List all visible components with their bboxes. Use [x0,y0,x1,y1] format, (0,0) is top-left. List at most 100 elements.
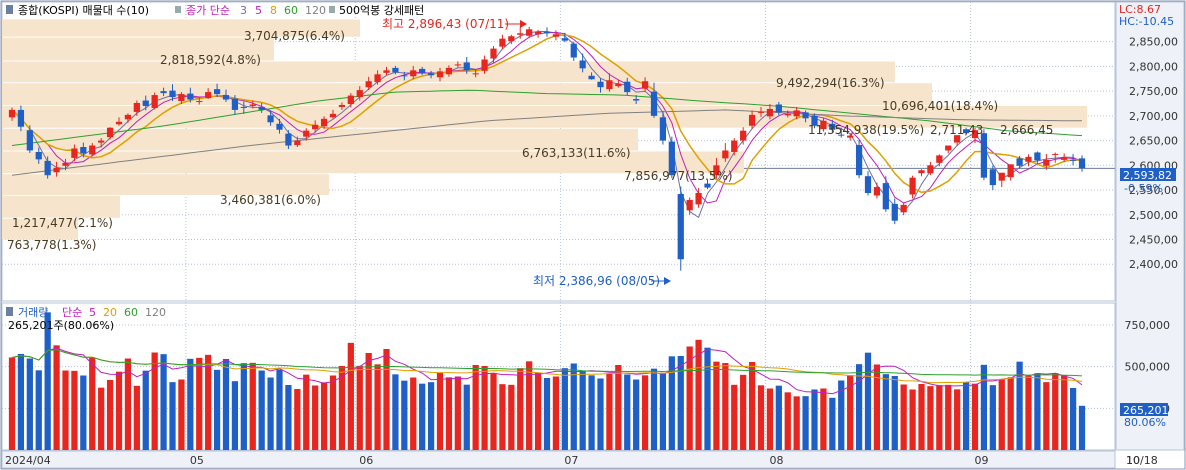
candle-body [169,90,176,98]
candle-body [864,176,872,194]
profile-band [2,174,329,195]
volume-bar [196,357,203,450]
ma120-line [11,109,1083,176]
candle-body [133,102,140,112]
current-volume: 265,201 [1123,404,1169,417]
volume-bar [891,376,898,450]
volume-ma-20[interactable]: 20 [103,306,117,319]
price-tick-label: 2,850,00 [1129,36,1178,49]
candle-body [71,148,78,158]
volume-bar [365,353,372,450]
candle-body [989,169,996,186]
profile-label: 9,492,294(16.3%) [776,76,885,90]
candle-body [463,62,470,71]
volume-bar [659,372,667,450]
price-tick-label: 2,550,00 [1129,184,1178,197]
candle-body [882,183,889,210]
candle-body [454,64,461,66]
ma-period-5[interactable]: 5 [255,4,262,17]
volume-ma-120[interactable]: 120 [145,306,166,319]
volume-bar [597,378,604,450]
volume-bar [731,384,738,450]
low-annotation: 최저 2,386,96 (08/05) [533,274,660,288]
candle-body [802,112,809,119]
candle-body [62,162,69,166]
volume-bar [160,354,167,450]
price-legend[interactable]: 종합(KOSPI) 매물대 수(10) 종가 단순 3 5 8 60 120 5… [6,4,424,17]
volume-legend[interactable]: 거래량 단순 5 20 60 120 265,201주(80.06%) [6,306,166,332]
volume-bar [989,385,996,450]
profile-label: 6,763,133(11.6%) [522,146,631,160]
volume-bar [142,370,149,450]
volume-bar [534,372,542,450]
volume-ma-60[interactable]: 60 [124,306,138,319]
candle-body [347,95,354,104]
profile-band [2,19,360,37]
profile-labels: 3,704,875(6.4%) 2,818,592(4.8%) 9,492,29… [7,29,1053,252]
volume-bar [222,359,230,450]
volume-bar [71,370,78,450]
candle-body [945,145,952,151]
ma-period-120[interactable]: 120 [305,4,326,17]
volume-bar [115,371,123,450]
price-tick-label: 2,800,00 [1129,60,1178,73]
candle-body [597,81,604,88]
candle-body [891,203,898,221]
low-arrowhead-icon [664,277,671,285]
date-tick-label: 06 [359,454,373,467]
date-tick-label: 10/18 [1126,454,1158,467]
volume-bar [80,375,87,450]
candle-body [695,193,702,205]
candle-body [142,100,149,106]
date-tick-label: 2024/04 [5,454,51,467]
volume-label[interactable]: 거래량 [18,306,48,319]
volume-bar [392,374,399,450]
volume-bar [285,385,292,450]
volume-bar [276,369,283,450]
candle-body [624,81,631,93]
volume-bar [124,358,132,450]
candle-body [1034,152,1041,161]
volume-bars[interactable] [8,312,1086,450]
ma-period-3[interactable]: 3 [240,4,247,17]
pattern-label[interactable]: 500억봉 강세패턴 [339,4,424,17]
volume-ma-label[interactable]: 단순 [62,306,82,319]
candle-body [615,83,622,87]
volume-bar [793,396,800,450]
candle-body [900,204,907,213]
current-price-box [1120,168,1176,181]
volume-bar [472,365,479,450]
volume-bar [900,384,907,450]
candle-body [757,111,765,113]
profile-label: 10,696,401(18.4%) [882,99,998,113]
volume-ma-5[interactable]: 5 [89,306,96,319]
candle-body [579,60,586,69]
volume-bar [401,380,408,450]
candle-body [1043,159,1050,166]
candle-body [472,73,479,75]
ma-period-60[interactable]: 60 [284,4,298,17]
volume-bar [945,384,952,450]
candle-body [606,80,613,90]
candlesticks[interactable] [8,26,1086,271]
ma-label[interactable]: 종가 단순 [186,4,230,17]
volume-bar [775,385,782,450]
volume-bar [757,385,765,450]
current-volume-pct: 80.06% [1124,416,1166,429]
volume-bar [169,382,176,450]
volume-bar [267,377,274,450]
volume-bar [543,378,551,450]
current-price: 2,593,82 [1123,169,1172,182]
candle-body [392,67,399,73]
volume-bar [855,364,863,450]
ma-period-8[interactable]: 8 [270,4,277,17]
candle-body [784,113,791,116]
volume-ma60-line [11,349,1083,377]
index-title[interactable]: 종합(KOSPI) 매물대 수(10) [18,4,149,17]
candle-body [1025,156,1032,162]
volume-bar [588,375,595,450]
candle-body [873,187,881,196]
high-annotation: 최고 2,896,43 (07/11) [382,17,509,31]
current-volume-box [1120,403,1168,416]
